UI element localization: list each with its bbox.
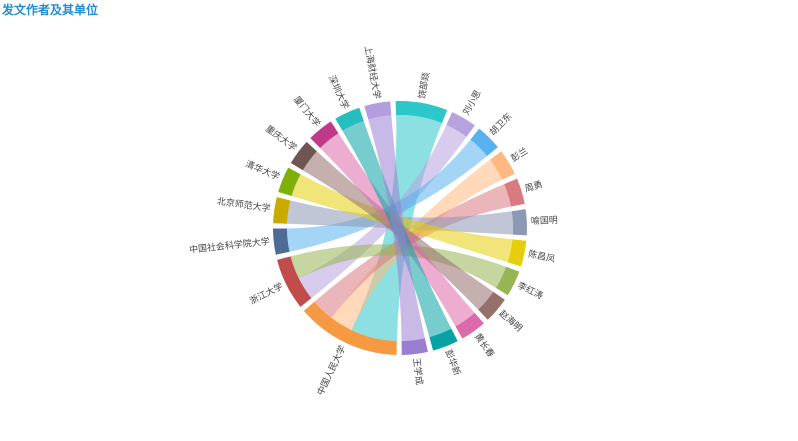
node-label: 饶部燚 [416, 71, 432, 100]
chord-ribbon-11[interactable] [368, 115, 425, 341]
node-arc-5f6d5170[interactable] [490, 151, 515, 180]
node-arc-546852c7[interactable] [504, 178, 525, 207]
node-arc-738b5b666210[interactable] [401, 338, 428, 355]
node-arc-6e05534e59275b66[interactable] [278, 167, 301, 196]
node-arc-997690e871da[interactable] [395, 101, 448, 124]
node-arc-6df1573359275b66[interactable] [335, 107, 364, 131]
node-label: 胡卫东 [487, 110, 514, 138]
chord-ribbon-7[interactable] [290, 244, 507, 288]
node-label: 王学成 [410, 357, 425, 385]
node-label: 彭兰 [508, 145, 530, 165]
node-label: 周勇 [524, 179, 544, 195]
node-label: 陈昌凤 [527, 248, 556, 265]
chart-title: 发文作者及其单位 [2, 3, 99, 17]
node-label: 彭华新 [442, 348, 463, 378]
node-label: 黄长春 [472, 331, 497, 360]
node-label: 厦门大学 [291, 94, 323, 130]
chord-ribbon-3[interactable] [331, 159, 503, 331]
node-arc-53174eac5e08830359275b66[interactable] [273, 197, 291, 224]
node-label: 喻国明 [531, 214, 559, 227]
node-label: 赵海明 [497, 307, 525, 334]
node-arc-5f6d534e65b0[interactable] [429, 328, 458, 351]
node-label: 刘小思 [460, 88, 484, 117]
node-arc-9ec4957f6625[interactable] [455, 312, 484, 339]
node-label: 清华大学 [244, 158, 282, 183]
node-label: 上海财经大学 [362, 45, 384, 100]
node-arc-80e1536b4e1c[interactable] [470, 128, 498, 157]
node-arc-55bb56fd660e[interactable] [511, 209, 527, 236]
node-arc-52185c0f601d[interactable] [446, 112, 475, 137]
node-label: 重庆大学 [263, 123, 299, 154]
node-label: 浙江大学 [247, 280, 285, 307]
node-arc-9648660c51e4[interactable] [507, 239, 527, 267]
node-arc-91cd5e8659275b66[interactable] [290, 141, 317, 171]
node-label: 中国社会科学院大学 [188, 235, 270, 256]
node-label: 深圳大学 [326, 73, 352, 111]
node-arc-4e0a6d778d227ecf59275b66[interactable] [364, 101, 392, 120]
node-arc-4e2d56fd793e4f1a79d15b66966259275b66[interactable] [273, 228, 290, 255]
node-arc-8d756d77660e[interactable] [478, 291, 505, 320]
node-arc-674e7ea26d9b[interactable] [495, 266, 520, 296]
node-arc-4e2d56fd4eba6c1159275b66[interactable] [303, 301, 397, 355]
node-arc-6d596c5f59275b66[interactable] [277, 256, 312, 307]
node-arc-53a695e859275b66[interactable] [310, 121, 339, 148]
node-label: 中国人民大学 [314, 343, 348, 397]
node-label: 李红涛 [516, 279, 546, 302]
node-label: 北京师范大学 [216, 195, 271, 214]
